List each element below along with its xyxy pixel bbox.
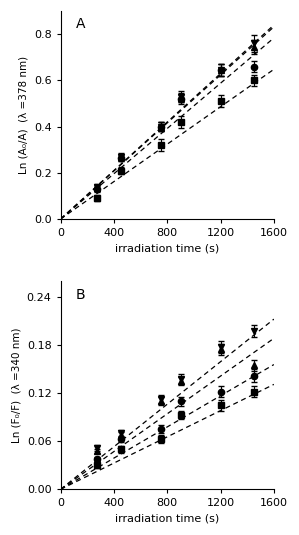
X-axis label: irradiation time (s): irradiation time (s) bbox=[115, 514, 219, 524]
Y-axis label: Ln (F₀/F)  (λ =340 nm): Ln (F₀/F) (λ =340 nm) bbox=[11, 327, 21, 443]
Text: A: A bbox=[76, 17, 85, 32]
X-axis label: irradiation time (s): irradiation time (s) bbox=[115, 243, 219, 254]
Y-axis label: Ln (A₀/A)  (λ =378 nm): Ln (A₀/A) (λ =378 nm) bbox=[18, 56, 28, 174]
Text: B: B bbox=[76, 288, 85, 302]
